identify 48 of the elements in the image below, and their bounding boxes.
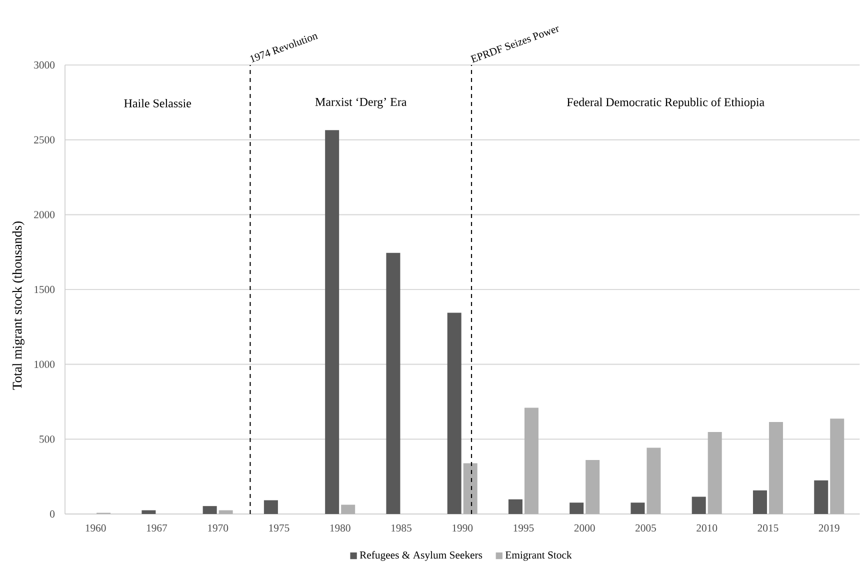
x-tick-label: 2019 (818, 524, 840, 532)
bar (508, 499, 522, 514)
bar (586, 460, 600, 514)
bar (524, 408, 538, 514)
y-axis-title: Total migrant stock (thousands) (12, 222, 24, 390)
bar (708, 432, 722, 514)
x-tick-label: 1985 (391, 524, 412, 532)
annotation: Federal Democratic Republic of Ethiopia (566, 98, 764, 109)
x-tick-label: 2015 (758, 524, 778, 532)
y-tick-label: 1000 (34, 360, 55, 368)
bar (447, 312, 462, 514)
annotation: Marxist ‘Derg’ Era (315, 98, 407, 109)
bar (630, 502, 645, 514)
legend-label: Refugees & Asylum Seekers (360, 551, 482, 561)
y-tick-label: 1500 (34, 286, 55, 294)
x-tick-label: 1980 (330, 524, 350, 532)
x-tick-label: 1970 (208, 524, 228, 532)
legend-label: Emigrant Stock (505, 551, 572, 561)
bar (325, 130, 340, 514)
ref-line-label: EPRDF Seizes Power (470, 26, 559, 63)
bar (142, 510, 156, 514)
x-tick-label: 2010 (696, 524, 718, 532)
y-tick-label: 3000 (34, 61, 55, 69)
bar (830, 418, 844, 514)
bar (264, 500, 278, 514)
bar (646, 448, 661, 514)
y-tick-label: 2000 (34, 211, 55, 218)
x-tick-label: 2005 (636, 524, 656, 532)
bar (814, 480, 828, 514)
bar (386, 252, 400, 514)
bar (202, 506, 217, 514)
x-tick-label: 2000 (574, 524, 595, 532)
bar (463, 463, 478, 514)
bar (752, 490, 767, 514)
bar (768, 422, 783, 514)
x-tick-label: 1990 (452, 524, 473, 532)
bar (692, 496, 706, 514)
y-tick-label: 0 (50, 510, 55, 518)
x-tick-label: 1995 (514, 524, 534, 532)
bar (341, 504, 356, 514)
x-tick-label: 1975 (269, 524, 290, 532)
y-tick-label: 500 (40, 436, 55, 443)
y-tick-label: 2500 (34, 136, 55, 144)
x-tick-label: 1960 (86, 524, 106, 532)
bar (218, 510, 233, 514)
x-tick-label: 1967 (146, 524, 168, 532)
bar (570, 502, 584, 514)
annotation: Haile Selassie (124, 99, 192, 108)
